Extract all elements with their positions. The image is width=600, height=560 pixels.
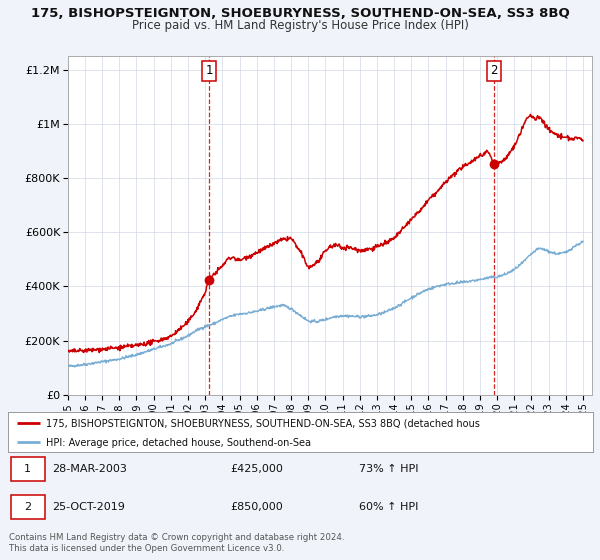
Text: Price paid vs. HM Land Registry's House Price Index (HPI): Price paid vs. HM Land Registry's House … (131, 19, 469, 32)
Text: £850,000: £850,000 (230, 502, 283, 512)
Text: HPI: Average price, detached house, Southend-on-Sea: HPI: Average price, detached house, Sout… (46, 438, 311, 447)
Text: 1: 1 (205, 64, 213, 77)
Text: 175, BISHOPSTEIGNTON, SHOEBURYNESS, SOUTHEND-ON-SEA, SS3 8BQ (detached hous: 175, BISHOPSTEIGNTON, SHOEBURYNESS, SOUT… (46, 419, 480, 429)
Text: 28-MAR-2003: 28-MAR-2003 (52, 464, 127, 474)
Text: 175, BISHOPSTEIGNTON, SHOEBURYNESS, SOUTHEND-ON-SEA, SS3 8BQ: 175, BISHOPSTEIGNTON, SHOEBURYNESS, SOUT… (31, 7, 569, 20)
Text: 73% ↑ HPI: 73% ↑ HPI (359, 464, 418, 474)
FancyBboxPatch shape (11, 495, 44, 519)
Text: 25-OCT-2019: 25-OCT-2019 (52, 502, 125, 512)
Text: £425,000: £425,000 (230, 464, 283, 474)
Text: 2: 2 (490, 64, 498, 77)
Text: 1: 1 (24, 464, 31, 474)
Text: 60% ↑ HPI: 60% ↑ HPI (359, 502, 418, 512)
Text: Contains HM Land Registry data © Crown copyright and database right 2024.
This d: Contains HM Land Registry data © Crown c… (9, 533, 344, 553)
Text: 2: 2 (24, 502, 31, 512)
FancyBboxPatch shape (11, 458, 44, 482)
